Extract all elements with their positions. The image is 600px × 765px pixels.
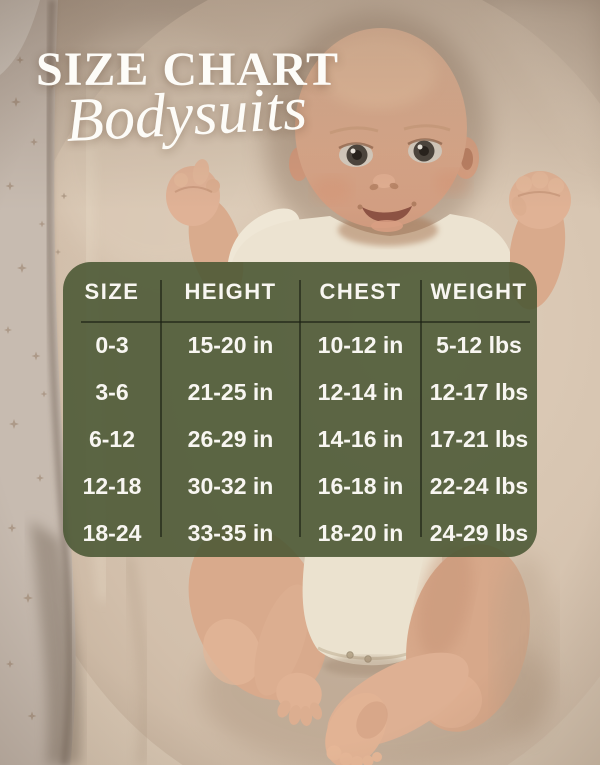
column-divider bbox=[299, 280, 301, 537]
column-header-height: HEIGHT bbox=[184, 279, 277, 304]
table-cell: 3-6 bbox=[95, 379, 129, 405]
page-title: SIZE CHART bbox=[36, 43, 340, 96]
table-cell: 12-14 in bbox=[317, 379, 404, 405]
table-cell: 16-18 in bbox=[317, 473, 404, 499]
table-cell: 24-29 lbs bbox=[429, 520, 529, 546]
column-header-chest: CHEST bbox=[319, 279, 402, 304]
table-cell: 14-16 in bbox=[317, 426, 404, 452]
column-header-size: SIZE bbox=[84, 279, 140, 304]
table-cell: 15-20 in bbox=[187, 332, 274, 358]
size-chart-panel: SIZE HEIGHT CHEST WEIGHT 0-3 15-20 in 10… bbox=[63, 262, 537, 557]
table-cell: 33-35 in bbox=[187, 520, 274, 546]
table-cell: 30-32 in bbox=[187, 473, 274, 499]
table-cell: 6-12 bbox=[88, 426, 136, 452]
table-cell: 12-17 lbs bbox=[429, 379, 529, 405]
table-cell: 18-20 in bbox=[317, 520, 404, 546]
table-cell: 26-29 in bbox=[187, 426, 274, 452]
table-cell: 22-24 lbs bbox=[429, 473, 529, 499]
table-cell: 17-21 lbs bbox=[429, 426, 529, 452]
table-cell: 18-24 bbox=[82, 520, 142, 546]
table-cell: 12-18 bbox=[82, 473, 142, 499]
table-cell: 0-3 bbox=[95, 332, 129, 358]
column-divider bbox=[160, 280, 162, 537]
table-cell: 21-25 in bbox=[187, 379, 274, 405]
table-cell: 10-12 in bbox=[317, 332, 404, 358]
column-divider bbox=[420, 280, 422, 537]
table-cell: 5-12 lbs bbox=[436, 332, 522, 358]
header-divider bbox=[81, 321, 530, 323]
column-header-weight: WEIGHT bbox=[430, 279, 528, 304]
page-subtitle: Bodysuits bbox=[64, 74, 309, 155]
size-table: SIZE HEIGHT CHEST WEIGHT 0-3 15-20 in 10… bbox=[63, 262, 537, 557]
